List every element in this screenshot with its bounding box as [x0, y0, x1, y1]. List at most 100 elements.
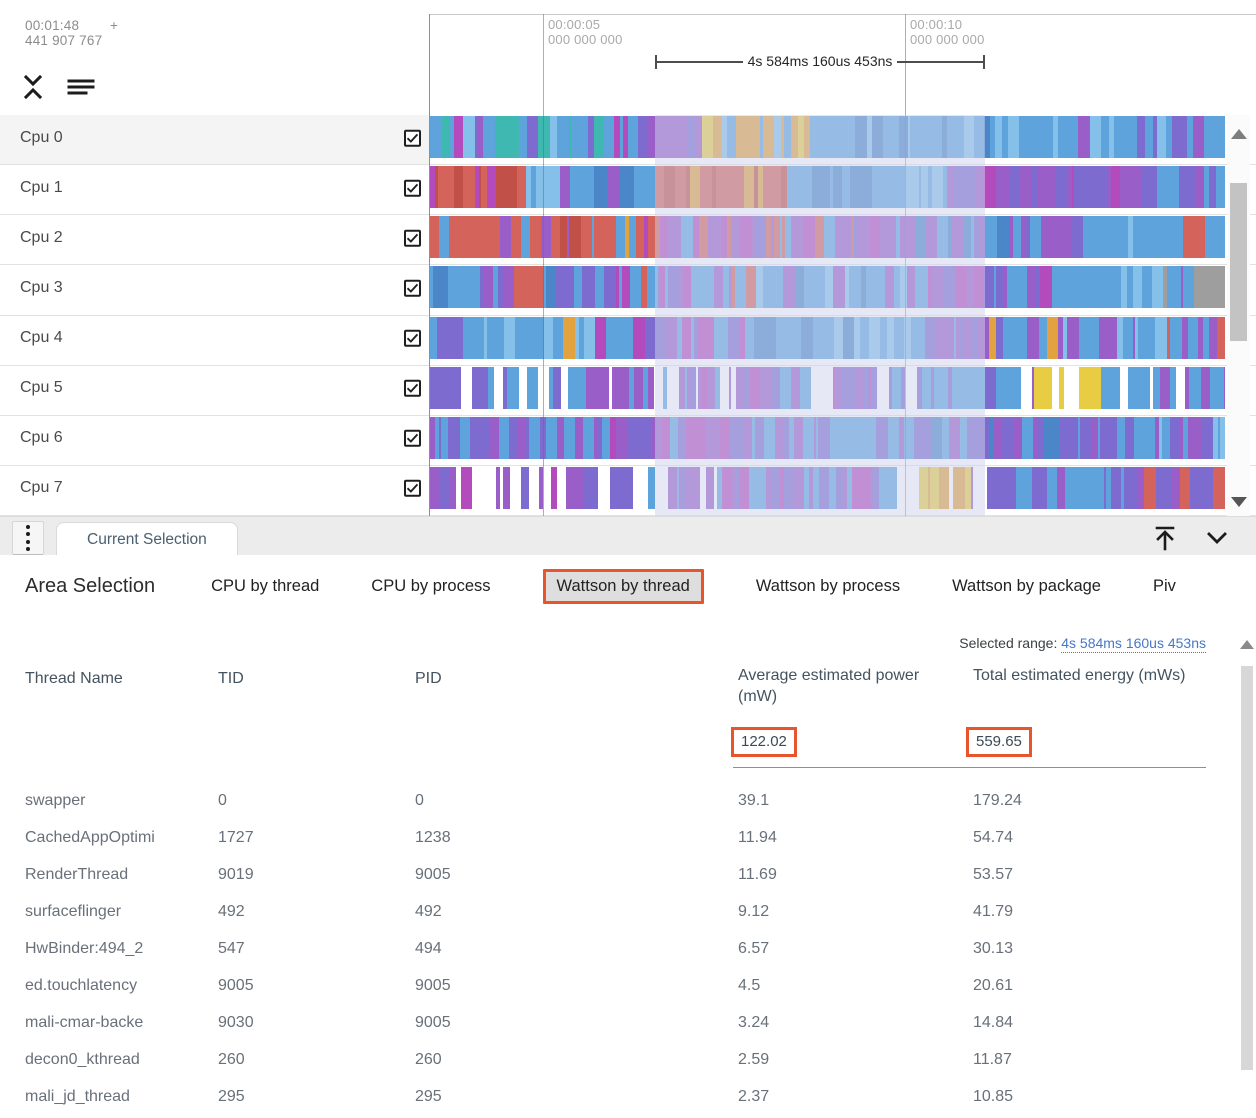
column-header-tid[interactable]: TID [218, 670, 244, 687]
track-shell[interactable]: Cpu 5 [0, 366, 429, 415]
details-tab-wattson-by-process[interactable]: Wattson by process [755, 577, 901, 595]
thread-table-body: swapper 0 0 39.1 179.24 CachedAppOptimi 1727 12… [0, 782, 1232, 1115]
shell-track-divider [429, 14, 430, 516]
track-checkbox[interactable] [404, 279, 421, 297]
track-checkbox[interactable] [404, 430, 421, 448]
cell-tid: 9019 [218, 866, 254, 883]
cpu-activity-track[interactable] [430, 416, 1225, 459]
collapse-tracks-icon[interactable] [18, 72, 48, 102]
cpu-activity-track[interactable] [430, 266, 1225, 309]
table-row[interactable]: ed.touchlatency 9005 9005 4.5 20.61 [0, 967, 1232, 1004]
tab-strip-menu-button[interactable] [12, 521, 44, 555]
scroll-up-arrow-icon[interactable] [1231, 129, 1247, 139]
cpu-tracks-list: Cpu 0 Cpu 1 Cpu 2 Cpu 3 Cpu 4 Cpu 5 Cpu 6 Cpu 7 [0, 115, 1256, 516]
selected-range-value[interactable]: 4s 584ms 160us 453ns [1061, 635, 1206, 653]
track-checkbox[interactable] [404, 229, 421, 247]
cpu-activity-track[interactable] [430, 216, 1225, 259]
cell-pid: 1238 [415, 829, 451, 846]
track-label: Cpu 1 [20, 178, 63, 196]
track-label: Cpu 4 [20, 328, 63, 346]
table-row[interactable]: HwBinder:494_2 547 494 6.57 30.13 [0, 930, 1232, 967]
cell-pid: 9005 [415, 1014, 451, 1031]
cell-total-energy: 54.74 [973, 829, 1014, 846]
track-shell[interactable]: Cpu 1 [0, 165, 429, 214]
details-tab-piv[interactable]: Piv [1152, 577, 1176, 595]
track-shell[interactable]: Cpu 2 [0, 215, 429, 264]
track-label: Cpu 5 [20, 379, 63, 397]
tracks-scrollbar[interactable] [1227, 115, 1250, 516]
cpu-activity-track[interactable] [430, 166, 1225, 209]
cell-thread: surfaceflinger [25, 903, 122, 920]
track-shell[interactable]: Cpu 3 [0, 265, 429, 314]
table-row[interactable]: mali-cmar-backe 9030 9005 3.24 14.84 [0, 1004, 1232, 1041]
track-shell[interactable]: Cpu 6 [0, 416, 429, 465]
cell-pid: 492 [415, 903, 442, 920]
ruler-tick-label: 00:00:05 000 000 000 [548, 17, 623, 47]
cpu-track-row: Cpu 2 [0, 215, 1256, 266]
details-tab-wattson-by-package[interactable]: Wattson by package [952, 577, 1101, 595]
collapse-panel-chevron-icon[interactable] [1202, 523, 1232, 553]
cpu-track-row: Cpu 0 [0, 115, 1256, 166]
cell-tid: 9005 [218, 977, 254, 994]
time-gridline [905, 14, 906, 516]
expand-panel-up-icon[interactable] [1150, 523, 1180, 553]
track-checkbox[interactable] [404, 329, 421, 347]
cursor-plus-sign: + [110, 18, 118, 33]
time-ruler[interactable]: 00:00:05 000 000 000 00:00:10 000 000 00… [430, 14, 1225, 115]
details-tab-cpu-by-process[interactable]: CPU by process [371, 577, 491, 595]
measure-duration-label: 4s 584ms 160us 453ns [747, 53, 893, 69]
selected-range-label: Selected range: [959, 635, 1058, 651]
cpu-activity-track[interactable] [430, 466, 1225, 509]
timeline-shell-header: 00:01:48 441 907 767 + [0, 14, 430, 115]
timeline-top-border [0, 14, 1256, 15]
cursor-time-fraction: 441 907 767 [25, 33, 103, 48]
cpu-activity-track[interactable] [430, 316, 1225, 359]
column-header-avg-power[interactable]: Average estimated power (mW) [738, 667, 920, 705]
cell-pid: 260 [415, 1051, 442, 1068]
table-row[interactable]: mali_jd_thread 295 295 2.37 10.85 [0, 1078, 1232, 1115]
scroll-down-arrow-icon[interactable] [1231, 497, 1247, 507]
track-shell[interactable]: Cpu 4 [0, 316, 429, 365]
tab-current-selection[interactable]: Current Selection [56, 522, 238, 556]
table-row[interactable]: surfaceflinger 492 492 9.12 41.79 [0, 893, 1232, 930]
cursor-timestamp: 00:01:48 441 907 767 [25, 18, 102, 48]
details-tab-wattson-by-thread[interactable]: Wattson by thread [542, 569, 704, 604]
panel-title: Area Selection [25, 575, 156, 597]
track-checkbox[interactable] [404, 129, 421, 147]
column-header-pid[interactable]: PID [415, 670, 442, 687]
table-row[interactable]: RenderThread 9019 9005 11.69 53.57 [0, 856, 1232, 893]
table-row[interactable]: CachedAppOptimi 1727 1238 11.94 54.74 [0, 819, 1232, 856]
cell-pid: 9005 [415, 866, 451, 883]
table-row[interactable]: decon0_kthread 260 260 2.59 11.87 [0, 1041, 1232, 1078]
measure-left-line [657, 61, 743, 63]
tab-current-selection-label: Current Selection [87, 530, 207, 548]
track-checkbox[interactable] [404, 379, 421, 397]
cell-avg-power: 2.37 [738, 1088, 770, 1105]
cpu-activity-track[interactable] [430, 366, 1225, 409]
column-header-total-energy[interactable]: Total estimated energy (mWs) [973, 667, 1186, 684]
cell-total-energy: 20.61 [973, 977, 1014, 994]
cell-tid: 492 [218, 903, 245, 920]
cell-thread: decon0_kthread [25, 1051, 140, 1068]
cpu-activity-track[interactable] [430, 116, 1225, 158]
cpu-track-row: Cpu 3 [0, 265, 1256, 316]
table-row[interactable]: swapper 0 0 39.1 179.24 [0, 782, 1232, 819]
measure-right-tick [983, 55, 986, 69]
track-shell[interactable]: Cpu 7 [0, 466, 429, 515]
details-tab-cpu-by-thread[interactable]: CPU by thread [211, 577, 320, 595]
cell-thread: ed.touchlatency [25, 977, 138, 994]
tracks-scrollbar-thumb[interactable] [1230, 183, 1247, 341]
details-scrollbar-thumb[interactable] [1241, 666, 1253, 1070]
track-shell[interactable]: Cpu 0 [0, 115, 429, 165]
cell-avg-power: 3.24 [738, 1014, 770, 1031]
cell-pid: 0 [415, 792, 424, 809]
scroll-up-arrow-icon[interactable] [1240, 640, 1254, 649]
column-header-thread-name[interactable]: Thread Name [25, 670, 123, 687]
track-checkbox[interactable] [404, 480, 421, 498]
details-scrollbar[interactable] [1238, 640, 1254, 1110]
cell-tid: 1727 [218, 829, 254, 846]
track-checkbox[interactable] [404, 179, 421, 197]
track-filter-icon[interactable] [66, 72, 96, 102]
bottom-panel-tab-strip: Current Selection [0, 516, 1256, 556]
track-label: Cpu 0 [20, 128, 63, 146]
